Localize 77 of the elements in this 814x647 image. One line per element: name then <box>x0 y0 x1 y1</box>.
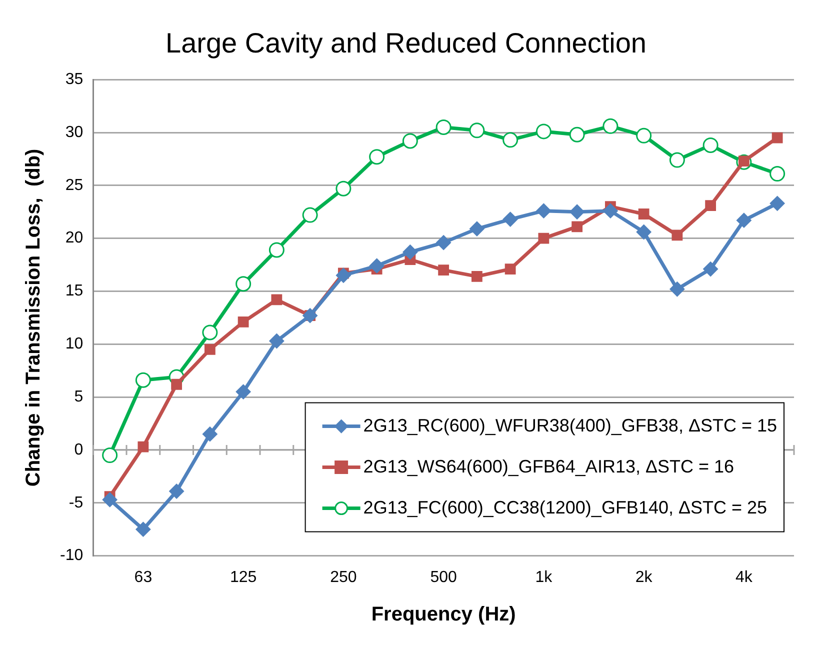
point <box>770 196 785 211</box>
point <box>705 200 716 211</box>
x-tick-label: 1k <box>535 568 554 586</box>
point <box>369 258 384 274</box>
point <box>602 203 618 218</box>
point <box>302 308 318 324</box>
point <box>536 124 552 140</box>
point <box>402 244 418 260</box>
y-tick-label: 10 <box>65 336 84 353</box>
point <box>135 372 151 388</box>
x-tick-label: 250 <box>330 568 357 586</box>
chart-title: Large Cavity and Reduced Connection <box>166 28 646 59</box>
x-tick-label: 4k <box>735 568 754 586</box>
legend-label: 2G13_WS64(600)_GFB64_AIR13, ΔSTC = 16 <box>363 456 734 476</box>
point <box>770 166 786 182</box>
x-tick-label: 500 <box>430 568 458 586</box>
point <box>636 128 652 144</box>
x-tick-label: 2k <box>635 568 654 586</box>
point <box>302 207 318 223</box>
point <box>469 122 485 138</box>
legend-label: 2G13_RC(600)_WFUR38(400)_GFB38, ΔSTC = 15 <box>363 415 778 436</box>
point <box>271 294 282 306</box>
point <box>602 118 618 134</box>
point <box>536 203 552 218</box>
point <box>402 133 418 149</box>
point <box>436 235 452 250</box>
point <box>369 149 385 165</box>
point <box>569 126 585 142</box>
point <box>670 282 685 297</box>
x-tick-label: 63 <box>134 568 152 586</box>
point <box>469 221 484 236</box>
point <box>702 137 718 153</box>
point <box>672 230 683 241</box>
point <box>236 384 251 400</box>
y-tick-label: 20 <box>65 230 84 247</box>
point <box>268 242 284 258</box>
legend-label: 2G13_FC(600)_CC38(1200)_GFB140, ΔSTC = 25 <box>363 497 768 518</box>
point <box>669 152 685 168</box>
point <box>169 484 184 499</box>
point <box>236 276 252 292</box>
point <box>202 324 218 340</box>
y-tick-label: -10 <box>60 547 84 564</box>
x-axis-title: Frequency (Hz) <box>371 604 516 626</box>
x-tick-label: 125 <box>230 568 257 586</box>
point <box>502 132 518 148</box>
y-tick-label: -5 <box>68 494 84 512</box>
point <box>438 264 450 276</box>
point <box>471 270 482 282</box>
point <box>736 212 752 228</box>
point <box>102 448 118 464</box>
y-axis-title: Change in Transmission Loss, (db) <box>22 148 45 487</box>
y-tick-label: 25 <box>65 176 84 194</box>
point <box>703 262 718 277</box>
point <box>502 212 518 227</box>
point <box>538 232 550 244</box>
point <box>171 378 182 390</box>
point <box>336 268 351 283</box>
point <box>102 492 118 508</box>
point <box>772 132 783 144</box>
point <box>336 180 352 196</box>
point <box>436 119 452 135</box>
point <box>204 344 216 355</box>
y-tick-label: 35 <box>65 71 84 88</box>
point <box>638 208 650 220</box>
point <box>269 333 284 348</box>
point <box>572 221 583 232</box>
point <box>504 264 516 274</box>
point <box>636 224 652 240</box>
y-tick-label: 5 <box>74 388 84 406</box>
point <box>138 441 149 452</box>
y-tick-label: 15 <box>65 282 84 300</box>
y-tick-label: 30 <box>65 124 84 141</box>
y-tick-label: 0 <box>74 441 84 458</box>
point <box>570 204 585 220</box>
point <box>202 426 218 442</box>
point <box>136 522 151 537</box>
point <box>238 316 249 328</box>
